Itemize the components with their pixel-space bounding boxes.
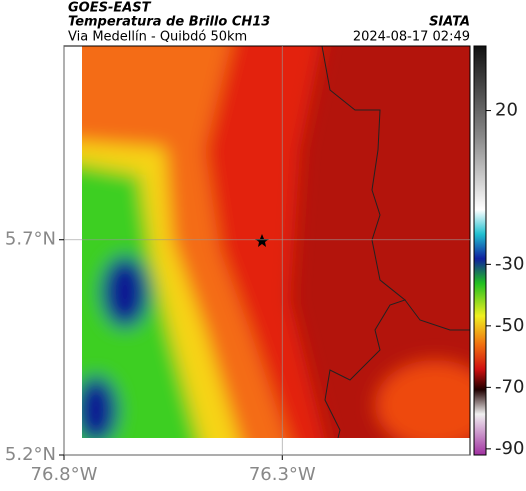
colorbar	[473, 45, 487, 456]
region: Via Medellín - Quibdó 50km	[68, 30, 247, 45]
brightness-field	[82, 46, 470, 438]
location-marker	[255, 234, 269, 247]
subtitle: Temperatura de Brillo CH13	[68, 15, 270, 30]
source: SIATA	[429, 15, 470, 30]
y-tick-label: 5.7°N	[5, 229, 56, 250]
colorbar-tick-label: 20	[495, 100, 518, 121]
colorbar-tick-label: -30	[495, 253, 524, 274]
colorbar-tick-label: -70	[495, 376, 524, 397]
colorbar-tick-label: -50	[495, 315, 524, 336]
x-tick-label: 76.3°W	[249, 464, 316, 485]
timestamp: 2024-08-17 02:49	[353, 30, 470, 45]
colorbar-tick-label: -90	[495, 438, 524, 459]
x-tick-label: 76.8°W	[31, 464, 98, 485]
y-tick-label: 5.2°N	[5, 444, 56, 465]
title: GOES-EAST	[68, 1, 152, 16]
